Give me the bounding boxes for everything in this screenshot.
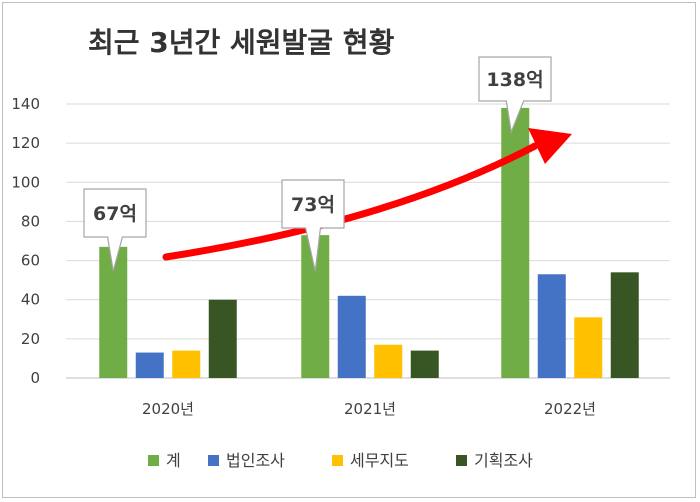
bar <box>537 274 566 378</box>
callout-label: 67억 <box>93 203 137 225</box>
legend-label: 법인조사 <box>226 451 285 470</box>
bar <box>208 299 237 378</box>
callouts: 67억 73억 138억 <box>83 56 552 272</box>
category-label: 2021년 <box>344 400 396 418</box>
callout-bubble <box>478 56 552 135</box>
y-tick-label: 100 <box>11 173 40 191</box>
legend-label: 세무지도 <box>350 451 409 470</box>
callout-bubble <box>83 188 147 272</box>
callout-label: 73억 <box>291 194 335 216</box>
callout-label: 138억 <box>486 69 543 91</box>
bar <box>410 350 439 378</box>
bar <box>374 344 403 378</box>
chart-title: 최근 3년간 세원발굴 현황 <box>88 26 395 59</box>
bar <box>337 295 366 378</box>
bar <box>172 350 201 378</box>
legend-label: 기획조사 <box>474 451 533 470</box>
bar <box>574 317 603 378</box>
trend-arrow <box>162 128 572 261</box>
y-axis-ticks: 0 20 40 60 80 100 120 140 <box>11 95 40 387</box>
y-tick-label: 20 <box>21 330 40 348</box>
y-tick-label: 120 <box>11 134 40 152</box>
trend-arrow-shaft <box>162 142 539 261</box>
x-axis-categories: 2020년 2021년 2022년 <box>142 400 596 418</box>
legend-swatch <box>208 455 219 466</box>
legend-swatch <box>456 455 467 466</box>
legend-label: 계 <box>166 451 181 470</box>
trend-arrow-head <box>528 128 572 164</box>
legend: 계 법인조사 세무지도 기획조사 <box>148 451 533 470</box>
y-tick-label: 140 <box>11 95 40 113</box>
bar <box>610 272 639 378</box>
category-label: 2022년 <box>544 400 596 418</box>
callout-bubble <box>281 179 345 272</box>
legend-swatch <box>148 455 159 466</box>
bar <box>135 352 164 378</box>
y-tick-label: 60 <box>21 252 40 270</box>
y-tick-label: 80 <box>21 212 40 230</box>
category-label: 2020년 <box>142 400 194 418</box>
y-tick-label: 40 <box>21 291 40 309</box>
legend-swatch <box>332 455 343 466</box>
y-tick-label: 0 <box>30 369 40 387</box>
gridlines <box>66 103 670 379</box>
